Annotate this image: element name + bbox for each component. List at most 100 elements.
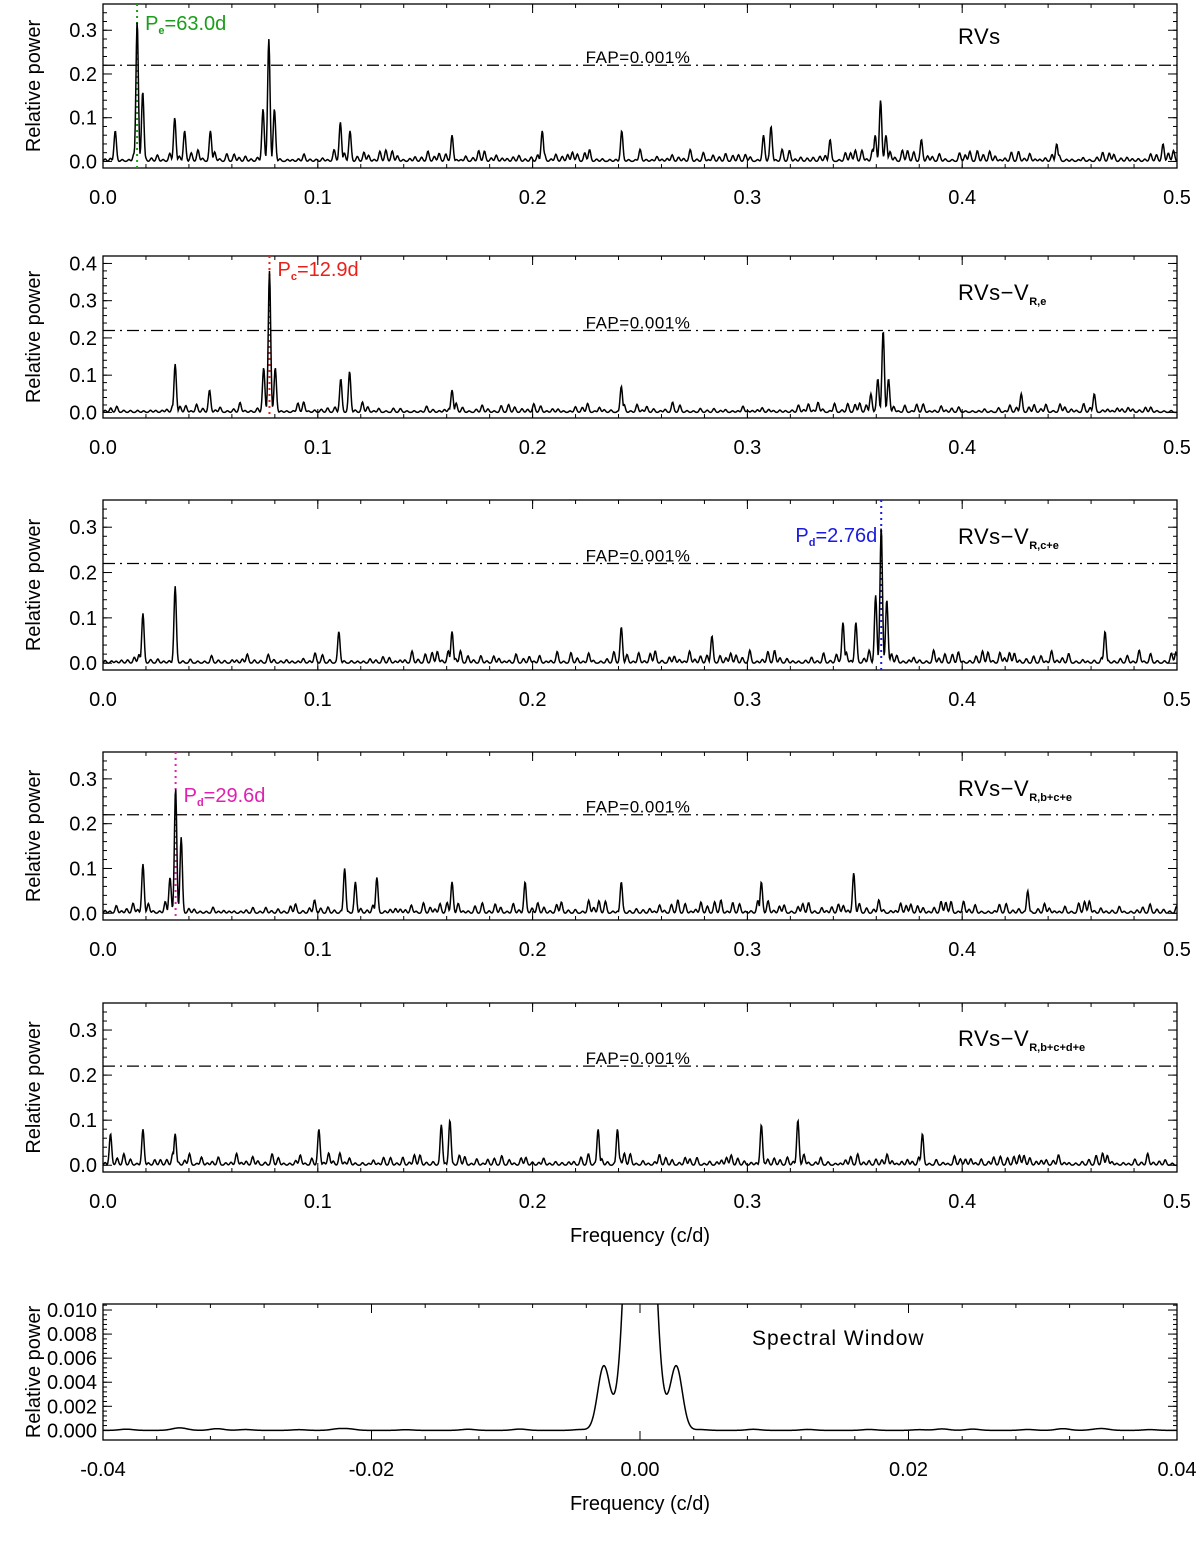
y-tick-label: 0.1 [69, 858, 97, 880]
panel-label: RVs−VR,b+c+d+e [958, 1026, 1085, 1054]
fap-label: FAP=0.001% [586, 48, 691, 67]
x-tick-label: 0.02 [889, 1459, 928, 1481]
y-tick-label: 0.000 [47, 1420, 97, 1442]
x-tick-label: 0.1 [304, 689, 332, 711]
panel-6: -0.04 -0.02 0.00 0.02 0.040.0000.0020.0040.0… [23, 1300, 1197, 1515]
y-tick-label: 0.0 [69, 653, 97, 675]
x-tick-label: 0.0 [89, 689, 117, 711]
x-axis-label: Frequency (c/d) [570, 1493, 710, 1515]
period-label: Pe=63.0d [145, 13, 226, 37]
period-label-p: P [277, 259, 290, 281]
fap-label: FAP=0.001% [586, 1049, 691, 1068]
period-label-p: P [145, 13, 158, 35]
x-tick-label: 0.1 [304, 437, 332, 459]
x-tick-label: 0.4 [948, 1191, 976, 1213]
y-tick-label: 0.2 [69, 64, 97, 86]
panel-label: RVs−VR,c+e [958, 524, 1059, 552]
panel-label-sub: R,b+c+e [1029, 792, 1072, 804]
series-line [103, 1304, 1177, 1432]
series-line [103, 22, 1177, 163]
y-tick-label: 0.1 [69, 608, 97, 630]
panel-label: RVs−VR,e [958, 280, 1046, 308]
period-label-value: =2.76d [815, 525, 877, 547]
x-tick-label: 0.1 [304, 939, 332, 961]
x-tick-label: 0.2 [519, 437, 547, 459]
period-label: Pd=2.76d [795, 525, 877, 549]
y-tick-label: 0.2 [69, 814, 97, 836]
period-label-p: P [795, 525, 808, 547]
x-tick-label: 0.5 [1163, 689, 1191, 711]
x-tick-label: 0.2 [519, 1191, 547, 1213]
panel-2: 0.0 0.1 0.2 0.3 0.4 0.5 0.0 0.1 0.2 0.3 0.4 Relativ… [23, 253, 1191, 459]
y-axis-label: Relative power [23, 20, 45, 153]
panel-label: Spectral Window [752, 1327, 925, 1350]
panel-label-sub: R,e [1029, 296, 1046, 308]
panel-label: RVs−VR,b+c+e [958, 776, 1072, 804]
x-tick-label: 0.3 [733, 1191, 761, 1213]
y-tick-label: 0.3 [69, 1020, 97, 1042]
panel-1: 0.0 0.1 0.2 0.3 0.4 0.5 0.0 0.1 0.2 0.3 Relative p… [23, 3, 1191, 209]
x-tick-label: 0.1 [304, 1191, 332, 1213]
panel-label: RVs [958, 24, 1001, 49]
x-tick-label: 0.5 [1163, 1191, 1191, 1213]
x-tick-label: 0.5 [1163, 939, 1191, 961]
y-tick-label: 0.2 [69, 563, 97, 585]
fap-label: FAP=0.001% [586, 313, 691, 332]
plot-frame [102, 499, 1178, 671]
x-tick-label: 0.5 [1163, 437, 1191, 459]
plot-frame [102, 751, 1178, 921]
y-tick-label: 0.4 [69, 253, 97, 275]
y-axis-label: Relative power [23, 770, 45, 903]
panel-label-main: RVs−V [958, 524, 1029, 549]
y-axis-label: Relative power [23, 1021, 45, 1154]
series-line [103, 528, 1177, 665]
x-tick-label: 0.4 [948, 437, 976, 459]
x-tick-label: 0.1 [304, 187, 332, 209]
period-label-value: =29.6d [204, 785, 266, 807]
x-tick-label: 0.0 [89, 187, 117, 209]
x-tick-label: 0.0 [89, 437, 117, 459]
plot-frame [102, 1303, 1178, 1441]
x-tick-label: 0.04 [1158, 1459, 1197, 1481]
panel-label-main: RVs−V [958, 280, 1029, 305]
period-label-sub: d [197, 797, 204, 809]
fap-label: FAP=0.001% [586, 798, 691, 817]
plot-frame [102, 255, 1178, 419]
x-tick-label: 0.0 [89, 939, 117, 961]
y-tick-label: 0.3 [69, 20, 97, 42]
panel-label-main: RVs [958, 24, 1001, 49]
period-label-sub: d [809, 537, 816, 549]
y-tick-label: 0.006 [47, 1348, 97, 1370]
panel-3: 0.0 0.1 0.2 0.3 0.4 0.5 0.0 0.1 0.2 0.3 Relative p… [23, 499, 1191, 711]
panel-label-sub: R,c+e [1029, 540, 1059, 552]
period-label: Pd=29.6d [184, 785, 266, 809]
period-label-p: P [184, 785, 197, 807]
x-tick-label: 0.3 [733, 437, 761, 459]
x-tick-label: 0.0 [89, 1191, 117, 1213]
y-tick-label: 0.002 [47, 1396, 97, 1418]
y-axis-label: Relative power [23, 519, 45, 652]
x-tick-label: 0.3 [733, 939, 761, 961]
y-tick-label: 0.2 [69, 328, 97, 350]
y-tick-label: 0.008 [47, 1324, 97, 1346]
plot-frame [102, 1002, 1178, 1173]
y-tick-label: 0.0 [69, 402, 97, 424]
period-label-sub: e [158, 25, 164, 37]
x-tick-label: 0.3 [733, 689, 761, 711]
series-line [103, 789, 1177, 914]
x-tick-label: 0.3 [733, 187, 761, 209]
y-tick-label: 0.2 [69, 1065, 97, 1087]
x-tick-label: 0.2 [519, 689, 547, 711]
plot-frame [102, 3, 1178, 169]
panel-5: 0.0 0.1 0.2 0.3 0.4 0.5 0.0 0.1 0.2 0.3 Relative p… [23, 1002, 1191, 1247]
panel-label-sub: R,b+c+d+e [1029, 1042, 1085, 1054]
period-label-sub: c [291, 271, 297, 283]
y-tick-label: 0.0 [69, 1155, 97, 1177]
x-tick-label: 0.2 [519, 939, 547, 961]
x-axis-label: Frequency (c/d) [570, 1225, 710, 1247]
x-tick-label: -0.04 [80, 1459, 126, 1481]
period-label-value: =12.9d [297, 259, 359, 281]
y-tick-label: 0.0 [69, 151, 97, 173]
x-tick-label: 0.4 [948, 689, 976, 711]
